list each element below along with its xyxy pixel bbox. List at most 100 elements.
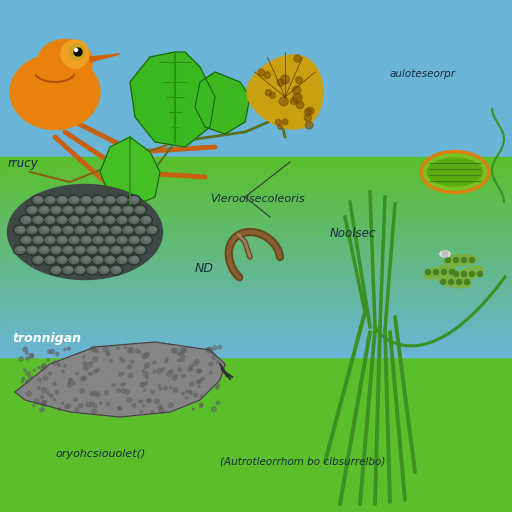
Circle shape	[207, 347, 212, 351]
Ellipse shape	[60, 217, 66, 221]
Bar	[0, 252, 512, 254]
Bar	[0, 307, 512, 309]
Bar	[0, 167, 512, 169]
Circle shape	[161, 368, 164, 371]
Circle shape	[304, 114, 311, 121]
Ellipse shape	[84, 197, 90, 201]
Circle shape	[145, 376, 148, 378]
Circle shape	[107, 353, 110, 356]
Ellipse shape	[127, 255, 140, 265]
Ellipse shape	[45, 217, 55, 224]
Circle shape	[178, 368, 182, 372]
Circle shape	[142, 370, 144, 372]
Ellipse shape	[96, 237, 102, 241]
Circle shape	[65, 406, 67, 409]
Bar	[0, 357, 512, 512]
Ellipse shape	[93, 217, 103, 224]
Ellipse shape	[63, 206, 73, 214]
Bar	[0, 180, 512, 182]
Circle shape	[121, 389, 125, 393]
Bar	[0, 345, 512, 347]
Bar	[0, 220, 512, 222]
Ellipse shape	[120, 217, 126, 221]
Circle shape	[264, 72, 270, 78]
Circle shape	[197, 379, 201, 383]
Ellipse shape	[93, 197, 103, 203]
Circle shape	[290, 98, 297, 104]
Ellipse shape	[68, 235, 80, 245]
Circle shape	[470, 271, 475, 276]
Ellipse shape	[50, 245, 62, 255]
Bar	[0, 249, 512, 252]
Circle shape	[139, 400, 141, 403]
Circle shape	[177, 359, 179, 362]
Circle shape	[79, 403, 83, 408]
Ellipse shape	[30, 207, 36, 211]
Ellipse shape	[126, 227, 132, 231]
Ellipse shape	[68, 195, 80, 205]
Circle shape	[93, 404, 97, 408]
Ellipse shape	[87, 267, 97, 273]
Circle shape	[37, 387, 40, 390]
Bar	[0, 215, 512, 217]
Circle shape	[434, 269, 438, 274]
Circle shape	[185, 397, 188, 399]
Circle shape	[42, 364, 46, 368]
Polygon shape	[90, 54, 120, 62]
Ellipse shape	[87, 246, 97, 253]
Ellipse shape	[55, 215, 69, 225]
Circle shape	[121, 359, 124, 362]
Circle shape	[265, 90, 271, 96]
Circle shape	[128, 373, 133, 378]
Ellipse shape	[72, 237, 78, 241]
Circle shape	[86, 402, 91, 407]
Bar	[0, 187, 512, 189]
Circle shape	[143, 372, 148, 376]
Bar	[0, 197, 512, 200]
Ellipse shape	[138, 247, 144, 251]
Bar	[0, 177, 512, 180]
Ellipse shape	[57, 257, 67, 264]
Ellipse shape	[111, 267, 121, 273]
Bar	[0, 245, 512, 247]
Ellipse shape	[79, 215, 93, 225]
Circle shape	[38, 378, 41, 382]
Circle shape	[216, 401, 220, 404]
Ellipse shape	[81, 197, 91, 203]
Bar	[0, 277, 512, 280]
Ellipse shape	[42, 207, 48, 211]
Circle shape	[450, 269, 455, 274]
Ellipse shape	[134, 205, 146, 215]
Ellipse shape	[36, 217, 42, 221]
Circle shape	[117, 389, 120, 393]
Ellipse shape	[50, 265, 62, 275]
Circle shape	[153, 361, 156, 364]
Ellipse shape	[37, 245, 51, 255]
Ellipse shape	[96, 217, 102, 221]
Ellipse shape	[60, 257, 66, 261]
Circle shape	[80, 377, 85, 381]
Ellipse shape	[27, 206, 37, 214]
Ellipse shape	[93, 237, 103, 244]
Circle shape	[146, 353, 149, 356]
Ellipse shape	[44, 255, 56, 265]
Ellipse shape	[32, 195, 45, 205]
Circle shape	[27, 391, 32, 396]
Circle shape	[198, 386, 200, 388]
Ellipse shape	[33, 257, 43, 264]
Ellipse shape	[139, 235, 153, 245]
Ellipse shape	[55, 235, 69, 245]
Ellipse shape	[27, 246, 37, 253]
Bar	[0, 237, 512, 240]
Circle shape	[461, 271, 466, 276]
Circle shape	[159, 387, 162, 390]
Bar	[0, 297, 512, 300]
Ellipse shape	[81, 257, 91, 264]
Ellipse shape	[54, 267, 60, 271]
Ellipse shape	[138, 227, 144, 231]
Circle shape	[190, 368, 193, 370]
Ellipse shape	[75, 267, 85, 273]
Ellipse shape	[439, 276, 471, 288]
Ellipse shape	[108, 257, 114, 261]
Ellipse shape	[61, 225, 75, 235]
